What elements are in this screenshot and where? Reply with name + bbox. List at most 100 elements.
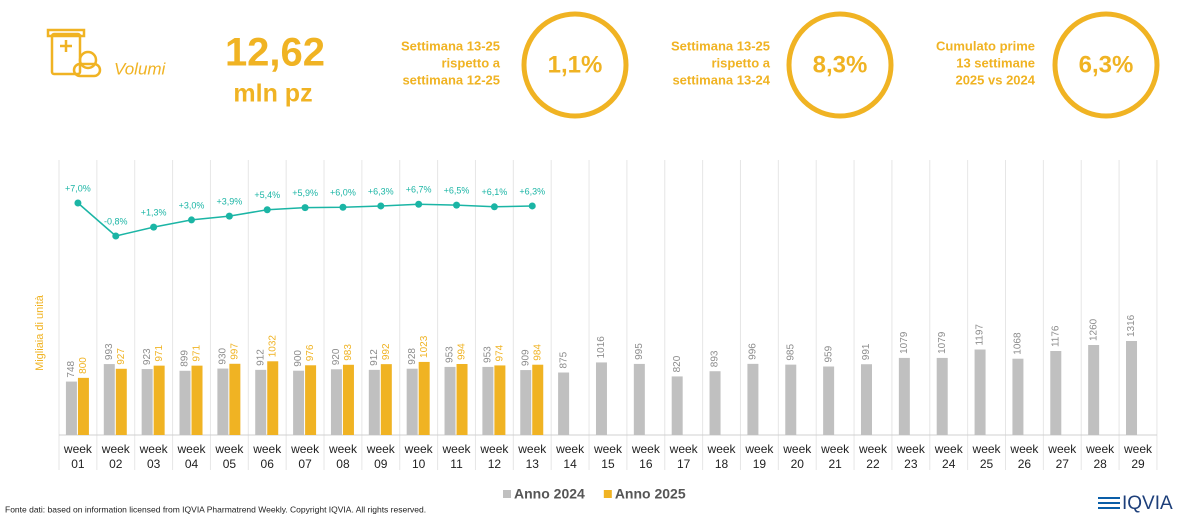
kpi-value: 8,3% bbox=[813, 51, 868, 78]
bar-label: 983 bbox=[343, 344, 354, 361]
bar bbox=[368, 369, 380, 435]
kpi-label: settimana 13-24 bbox=[672, 72, 770, 87]
bar bbox=[595, 362, 607, 435]
bar bbox=[267, 361, 279, 435]
growth-point bbox=[225, 212, 233, 220]
bar-label: 971 bbox=[154, 345, 165, 362]
x-tick-label: week 19 bbox=[744, 442, 774, 471]
bar bbox=[293, 370, 305, 435]
bar-label: 899 bbox=[180, 350, 191, 367]
x-tick-label: week 25 bbox=[972, 442, 1002, 471]
bar bbox=[115, 368, 127, 435]
volume-icon bbox=[46, 28, 102, 78]
bar bbox=[494, 365, 506, 435]
kpi-label: rispetto a bbox=[441, 55, 500, 70]
growth-point bbox=[301, 204, 309, 212]
x-tick-label: week 22 bbox=[858, 442, 888, 471]
x-tick-label: week 27 bbox=[1047, 442, 1077, 471]
bar-label: 1023 bbox=[419, 335, 430, 358]
x-tick-label: week 16 bbox=[631, 442, 661, 471]
kpi-label: Settimana 13-25 bbox=[401, 38, 500, 53]
bar bbox=[1088, 345, 1100, 435]
y-axis-label: Migliaia di unità bbox=[34, 294, 46, 371]
x-tick-label: week 23 bbox=[896, 442, 926, 471]
x-tick-label: week 12 bbox=[479, 442, 509, 471]
kpi-label: 13 settimane bbox=[956, 55, 1035, 70]
bar-label: 995 bbox=[634, 343, 645, 360]
bar bbox=[229, 363, 241, 435]
bar bbox=[532, 364, 544, 435]
bar-label: 928 bbox=[407, 348, 418, 365]
bar-label: 748 bbox=[66, 360, 77, 377]
growth-point bbox=[150, 223, 158, 231]
growth-label: +3,9% bbox=[216, 196, 242, 206]
bar-label: 971 bbox=[192, 345, 203, 362]
bar bbox=[255, 369, 267, 435]
growth-label: +6,3% bbox=[368, 186, 394, 196]
bar-label: 974 bbox=[495, 344, 506, 361]
bar-label: 800 bbox=[78, 357, 89, 374]
x-tick-label: week 24 bbox=[934, 442, 964, 471]
bar-label: 1197 bbox=[975, 324, 986, 346]
bar bbox=[520, 370, 532, 435]
kpi-label: Settimana 13-25 bbox=[671, 38, 770, 53]
bar bbox=[482, 366, 494, 435]
kpi-circle bbox=[1052, 11, 1160, 119]
bar-label: 875 bbox=[558, 351, 569, 368]
bar-label: 893 bbox=[710, 350, 721, 367]
bar bbox=[406, 368, 418, 435]
x-tick-label: week 06 bbox=[252, 442, 282, 471]
bar-label: 1176 bbox=[1050, 325, 1061, 347]
bar-label: 1079 bbox=[937, 331, 948, 354]
legend-swatch bbox=[503, 490, 511, 498]
bar-label: 985 bbox=[785, 344, 796, 361]
bar bbox=[747, 363, 759, 435]
bar-label: 991 bbox=[861, 343, 872, 360]
bar bbox=[418, 361, 430, 435]
bar-label: 927 bbox=[116, 348, 127, 365]
bar-label: 959 bbox=[823, 345, 834, 362]
x-tick-label: week 08 bbox=[328, 442, 358, 471]
bar-label: 912 bbox=[369, 349, 380, 366]
growth-point bbox=[453, 201, 461, 209]
growth-point bbox=[377, 202, 385, 210]
kpi-circle bbox=[521, 11, 629, 119]
bar bbox=[444, 366, 456, 435]
x-tick-label: week 10 bbox=[404, 442, 434, 471]
kpi-label: rispetto a bbox=[711, 55, 770, 70]
bar-label: 993 bbox=[104, 343, 115, 360]
bar-label: 909 bbox=[520, 349, 531, 366]
kpi-value: 6,3% bbox=[1079, 51, 1134, 78]
bar-label: 996 bbox=[748, 343, 759, 360]
bar bbox=[898, 357, 910, 435]
bar bbox=[633, 363, 645, 435]
kpi-value: 1,1% bbox=[548, 51, 603, 78]
kpi-label: 2025 vs 2024 bbox=[955, 72, 1035, 87]
x-tick-label: week 11 bbox=[442, 442, 472, 471]
growth-point bbox=[263, 206, 271, 214]
bar-label: 953 bbox=[483, 346, 494, 363]
growth-label: +7,0% bbox=[65, 183, 91, 193]
bar-label: 930 bbox=[218, 347, 229, 364]
bar-label: 1260 bbox=[1088, 318, 1099, 341]
growth-label: +6,7% bbox=[406, 185, 432, 195]
bar bbox=[103, 364, 115, 435]
growth-point bbox=[490, 203, 498, 211]
x-tick-label: week 21 bbox=[820, 442, 850, 471]
x-tick-label: week 03 bbox=[139, 442, 169, 471]
bar bbox=[456, 364, 468, 435]
bar bbox=[1126, 341, 1138, 435]
bar bbox=[936, 357, 948, 435]
legend-label: Anno 2024 bbox=[514, 486, 585, 502]
bar-label: 1316 bbox=[1126, 314, 1137, 337]
bar bbox=[305, 365, 317, 435]
x-tick-label: week 07 bbox=[290, 442, 320, 471]
x-tick-label: week 29 bbox=[1123, 442, 1153, 471]
x-tick-label: week 28 bbox=[1085, 442, 1115, 471]
x-tick-label: week 09 bbox=[366, 442, 396, 471]
growth-point bbox=[528, 202, 536, 210]
kpi-circle bbox=[786, 11, 894, 119]
